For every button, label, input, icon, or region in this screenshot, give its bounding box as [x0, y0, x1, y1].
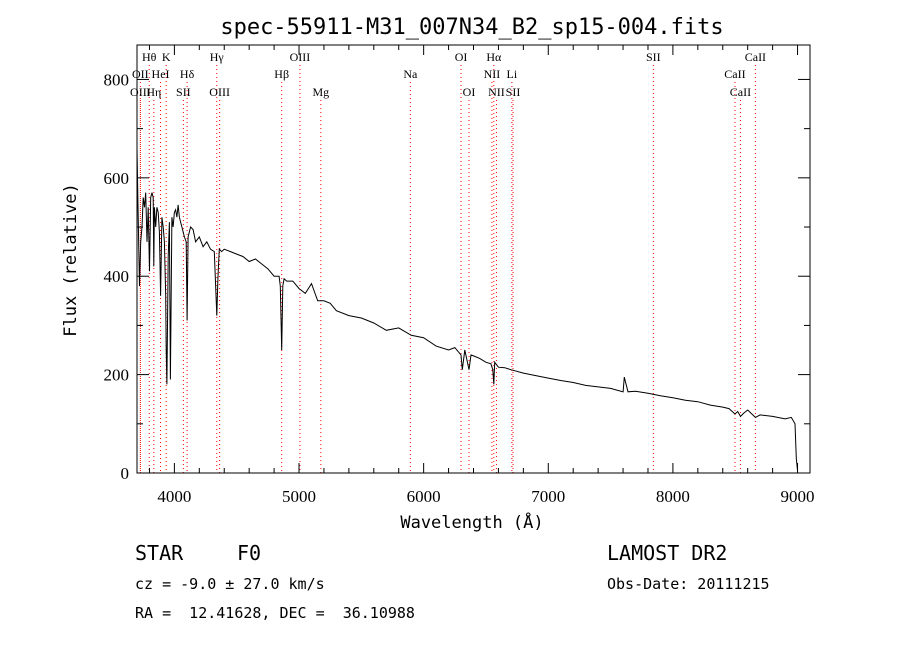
y-tick-label: 200 [104, 366, 130, 385]
x-tick-label: 7000 [531, 487, 565, 506]
spectral-line-label: OIII [130, 85, 151, 99]
chart-title: spec-55911-M31_007N34_B2_sp15-004.fits [220, 15, 723, 40]
spectral-line-label: Hδ [180, 67, 195, 81]
spectral-line-label: Hγ [210, 50, 225, 64]
spectral-line-label: CaII [745, 50, 766, 64]
plot-frame [136, 44, 811, 474]
spectrum-line [136, 148, 798, 471]
spectral-line-label: CaII [730, 85, 751, 99]
x-tick-label: 9000 [781, 487, 815, 506]
spectral-line-label: Mg [312, 85, 329, 99]
x-tick-label: 6000 [407, 487, 441, 506]
x-axis-label: Wavelength (Å) [400, 511, 543, 533]
redshift-text: cz = -9.0 ± 27.0 km/s [135, 575, 325, 593]
spectral-line-label: CaII [724, 67, 745, 81]
x-tick-label: 4000 [157, 487, 191, 506]
survey-name: LAMOST DR2 [607, 541, 728, 565]
spectral-line-label: OIII [209, 85, 230, 99]
spectral-line-label: SII [176, 85, 191, 99]
object-class: STAR [135, 541, 184, 565]
spectral-line-label: OI [463, 85, 476, 99]
spectral-line-label: Li [507, 67, 518, 81]
spectral-line-label: Hη [146, 85, 161, 99]
spectral-line-label: Hα [486, 50, 502, 64]
obs-date-text: Obs-Date: 20111215 [607, 575, 770, 593]
spectral-line-label: HeI [152, 67, 170, 81]
spectral-line-label: Hβ [274, 67, 289, 81]
spectral-line-markers [139, 65, 756, 473]
y-axis-ticks: 0 200 400 600 800 [104, 70, 810, 483]
y-axis-label: Flux (relative) [61, 183, 81, 337]
spectral-line-label: NII [488, 85, 505, 99]
x-axis-ticks: 4000 5000 6000 7000 8000 9000 [148, 45, 815, 506]
spectral-line-label: Na [403, 67, 418, 81]
spectral-line-label: NII [484, 67, 501, 81]
y-tick-label: 600 [104, 169, 130, 188]
y-tick-label: 0 [121, 464, 130, 483]
y-tick-label: 800 [104, 70, 130, 89]
spectral-line-label: K [162, 50, 171, 64]
x-tick-label: 8000 [656, 487, 690, 506]
y-tick-label: 400 [104, 267, 130, 286]
spectral-line-label: OI [455, 50, 468, 64]
x-tick-label: 5000 [282, 487, 316, 506]
coordinates-text: RA = 12.41628, DEC = 36.10988 [135, 604, 415, 622]
spectral-line-label: SII [506, 85, 521, 99]
spectral-line-label: Hθ [142, 50, 157, 64]
spectral-line-label: OII [132, 67, 149, 81]
spectral-line-label: SII [646, 50, 661, 64]
object-subclass: F0 [237, 541, 262, 565]
spectral-line-label: OIII [290, 50, 311, 64]
